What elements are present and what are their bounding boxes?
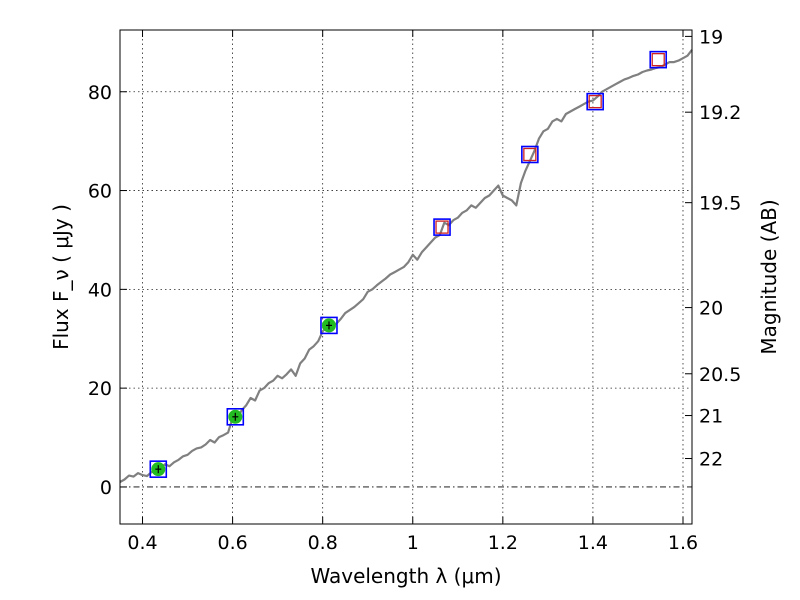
x-tick-label: 1.4 — [578, 532, 608, 554]
model-flux-box — [320, 316, 338, 335]
model-flux-box — [586, 92, 604, 111]
plot-background — [120, 30, 692, 524]
y-tick-label: 20 — [88, 378, 112, 400]
model-flux-box — [149, 460, 168, 478]
photometry-point-observed — [149, 460, 168, 478]
model-flux-box — [433, 218, 451, 236]
model-flux-box — [649, 50, 668, 69]
y-tick-label: 40 — [88, 279, 112, 301]
y-tick-label: 60 — [88, 181, 112, 203]
grid — [120, 30, 692, 524]
magnitude-tick-label: 20 — [699, 298, 723, 320]
magnitude-tick-label: 19 — [699, 26, 723, 48]
x-tick-label: 1 — [407, 532, 419, 554]
magnitude-tick-label: 21 — [699, 406, 723, 428]
x-tick-label: 1.2 — [488, 532, 518, 554]
plot-frame — [119, 29, 693, 525]
x-tick-label: 1.6 — [668, 532, 698, 554]
model-inner-box — [651, 52, 665, 67]
photometry-point-observed — [226, 408, 245, 426]
model-flux-box — [521, 145, 539, 164]
photometry-point-observed — [320, 316, 338, 335]
magnitude-axis-label: Magnitude (AB) — [757, 199, 781, 354]
model-inner-box — [588, 94, 602, 109]
magnitude-axis: 19 19.2 19.5 20 20.5 21 22 — [685, 26, 741, 471]
photometry-point-model — [586, 92, 604, 111]
magnitude-tick-label: 19.5 — [699, 193, 741, 215]
model-flux-box — [226, 408, 245, 426]
photometry-point-model — [649, 50, 668, 69]
photometry-points — [149, 50, 668, 478]
x-tick-label: 0.8 — [308, 532, 338, 554]
x-axis-label: Wavelength λ (μm) — [310, 564, 501, 588]
y-tick-label: 80 — [88, 82, 112, 104]
model-inner-box — [435, 220, 449, 234]
x-tick-label: 0.4 — [127, 532, 157, 554]
y-tick-label: 0 — [100, 477, 112, 499]
y-axis-label: Flux F_ν ( μJy ) — [49, 204, 73, 350]
photometry-point-model — [433, 218, 451, 236]
photometry-point-model — [521, 145, 539, 164]
x-tick-label: 0.6 — [217, 532, 247, 554]
magnitude-tick-label: 20.5 — [699, 364, 741, 386]
model-inner-box — [523, 147, 537, 162]
y-axis: 0 20 40 60 80 — [88, 82, 127, 499]
x-axis: 0.4 0.6 0.8 1 1.2 1.4 1.6 — [127, 30, 698, 554]
spectrum-line — [119, 49, 693, 483]
magnitude-tick-label: 19.2 — [699, 102, 741, 124]
magnitude-tick-label: 22 — [699, 449, 723, 471]
